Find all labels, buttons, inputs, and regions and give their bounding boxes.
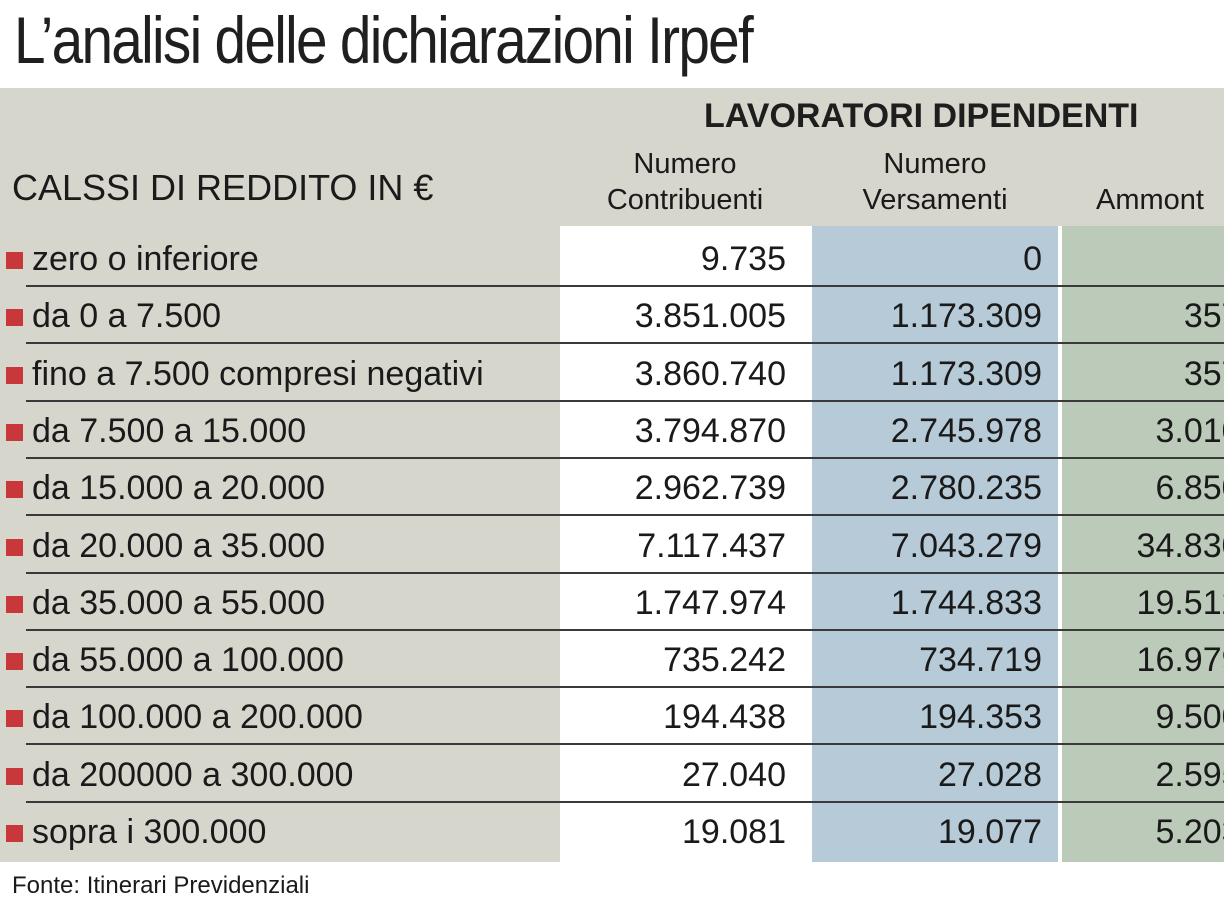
row-versamenti-value: 27.028 xyxy=(938,755,1042,794)
table-row: zero o inferiore 9.735 0 xyxy=(0,230,1224,287)
row-bullet xyxy=(6,538,23,556)
row-bullet xyxy=(6,481,23,499)
header-ammontare: Ammont xyxy=(1096,182,1204,218)
row-bullet xyxy=(6,825,23,842)
row-ammontare-text: 3.010. xyxy=(1155,411,1224,450)
table-row: da 0 a 7.500 3.851.005 1.173.309 357. xyxy=(0,287,1224,345)
header-numero-contribuenti: Numero Contribuenti xyxy=(562,146,808,218)
header-contribuenti-line2: Contribuenti xyxy=(606,184,764,216)
header-versamenti-line2: Versamenti xyxy=(862,184,1008,216)
table-row: da 7.500 a 15.000 3.794.870 2.745.978 3.010… xyxy=(0,402,1224,459)
row-versamenti-value: 2.745.978 xyxy=(890,411,1042,450)
row-label: da 0 a 7.500 xyxy=(32,297,222,336)
versamenti-column-background xyxy=(812,226,1058,862)
group-header-band xyxy=(0,88,1224,144)
table-row: sopra i 300.000 19.081 19.077 5.203. xyxy=(0,803,1224,860)
row-contribuenti-value: 735.242 xyxy=(663,641,786,680)
row-versamenti-value: 2.780.235 xyxy=(890,469,1042,508)
source-note: Fonte: Itinerari Previdenziali xyxy=(12,872,310,899)
row-versamenti-value: 734.719 xyxy=(919,641,1042,680)
row-versamenti-value: 194.353 xyxy=(919,698,1042,737)
page-title: L’analisi delle dichiarazioni Irpef xyxy=(14,3,754,77)
row-versamenti-value: 1.173.309 xyxy=(890,297,1042,336)
row-ammontare-text: 357. xyxy=(1183,297,1224,336)
row-contribuenti-value: 1.747.974 xyxy=(634,583,786,622)
row-ammontare-text: 9.500. xyxy=(1155,698,1224,737)
row-ammontare-text: 34.830. xyxy=(1136,526,1224,565)
row-bullet xyxy=(6,710,23,728)
row-label: da 55.000 a 100.000 xyxy=(32,641,344,680)
row-label: da 20.000 a 35.000 xyxy=(32,526,326,565)
group-header-label: LAVORATORI DIPENDENTI xyxy=(704,97,1139,135)
contribuenti-column-background xyxy=(562,226,808,862)
header-ammontare-line1: Ammont xyxy=(1096,184,1204,216)
row-label: zero o inferiore xyxy=(32,240,259,278)
row-ammontare-text: 6.850. xyxy=(1155,469,1224,508)
row-versamenti-value: 19.077 xyxy=(938,813,1042,851)
row-separator xyxy=(26,285,1224,287)
row-separator xyxy=(26,399,1224,402)
row-versamenti-value: 1.173.309 xyxy=(890,354,1042,393)
column-header-area xyxy=(0,144,1224,226)
row-separator xyxy=(26,571,1224,574)
header-contribuenti-line1: Numero xyxy=(633,148,737,180)
header-numero-versamenti: Numero Versamenti xyxy=(812,146,1058,218)
row-ammontare-text: 5.203. xyxy=(1155,813,1224,851)
table-row: fino a 7.500 compresi negativi 3.860.740 1… xyxy=(0,345,1224,402)
row-label: da 35.000 a 55.000 xyxy=(32,583,326,622)
row-bullet xyxy=(6,366,23,384)
row-ammontare-text: 19.512. xyxy=(1136,583,1224,622)
row-separator xyxy=(26,628,1224,631)
row-ammontare-text: 16.979. xyxy=(1136,641,1224,680)
row-bullet xyxy=(6,309,23,327)
table-row: da 15.000 a 20.000 2.962.739 2.780.235 6.85… xyxy=(0,459,1224,517)
ammontare-column-background xyxy=(1062,226,1224,862)
row-contribuenti-value: 7.117.437 xyxy=(637,526,786,565)
row-separator xyxy=(26,342,1224,345)
table-row: da 20.000 a 35.000 7.117.437 7.043.279 34.8… xyxy=(0,517,1224,574)
row-ammontare-text: 2.595. xyxy=(1155,755,1224,794)
table-row: da 100.000 a 200.000 194.438 194.353 9.500. xyxy=(0,688,1224,746)
row-contribuenti-value: 3.794.870 xyxy=(634,411,786,450)
row-versamenti-value: 0 xyxy=(1023,240,1042,278)
row-separator xyxy=(26,800,1224,803)
row-bullet xyxy=(6,595,23,613)
row-contribuenti-value: 194.438 xyxy=(663,698,786,737)
row-versamenti-value: 1.744.833 xyxy=(890,583,1042,622)
row-separator xyxy=(26,456,1224,459)
row-label: da 7.500 a 15.000 xyxy=(32,411,307,450)
row-contribuenti-value: 3.851.005 xyxy=(634,297,786,336)
table-row: da 55.000 a 100.000 735.242 734.719 16.979. xyxy=(0,631,1224,689)
row-contribuenti-value: 19.081 xyxy=(682,813,786,851)
row-bullet xyxy=(6,423,23,441)
row-ammontare-text: 357. xyxy=(1183,354,1224,393)
row-bullet xyxy=(6,653,23,671)
row-contribuenti-value: 3.860.740 xyxy=(634,354,786,393)
row-label: da 200000 a 300.000 xyxy=(32,755,354,794)
row-label: sopra i 300.000 xyxy=(32,813,267,851)
row-separator xyxy=(26,743,1224,746)
row-contribuenti-value: 9.735 xyxy=(700,240,786,278)
row-label: da 100.000 a 200.000 xyxy=(32,698,363,737)
label-column-background xyxy=(0,226,560,862)
row-versamenti-value: 7.043.279 xyxy=(890,526,1042,565)
table-row: da 35.000 a 55.000 1.747.974 1.744.833 19.5… xyxy=(0,574,1224,631)
row-bullet xyxy=(6,252,23,269)
row-separator xyxy=(26,686,1224,689)
row-contribuenti-value: 27.040 xyxy=(682,755,786,794)
table-row: da 200000 a 300.000 27.040 27.028 2.595. xyxy=(0,746,1224,803)
row-separator xyxy=(26,514,1224,517)
row-label: da 15.000 a 20.000 xyxy=(32,469,326,508)
row-contribuenti-value: 2.962.739 xyxy=(634,469,786,508)
row-bullet xyxy=(6,767,23,785)
income-class-header: CALSSI DI REDDITO IN € xyxy=(12,167,434,208)
header-versamenti-line1: Numero xyxy=(883,148,987,180)
row-label: fino a 7.500 compresi negativi xyxy=(32,354,484,393)
